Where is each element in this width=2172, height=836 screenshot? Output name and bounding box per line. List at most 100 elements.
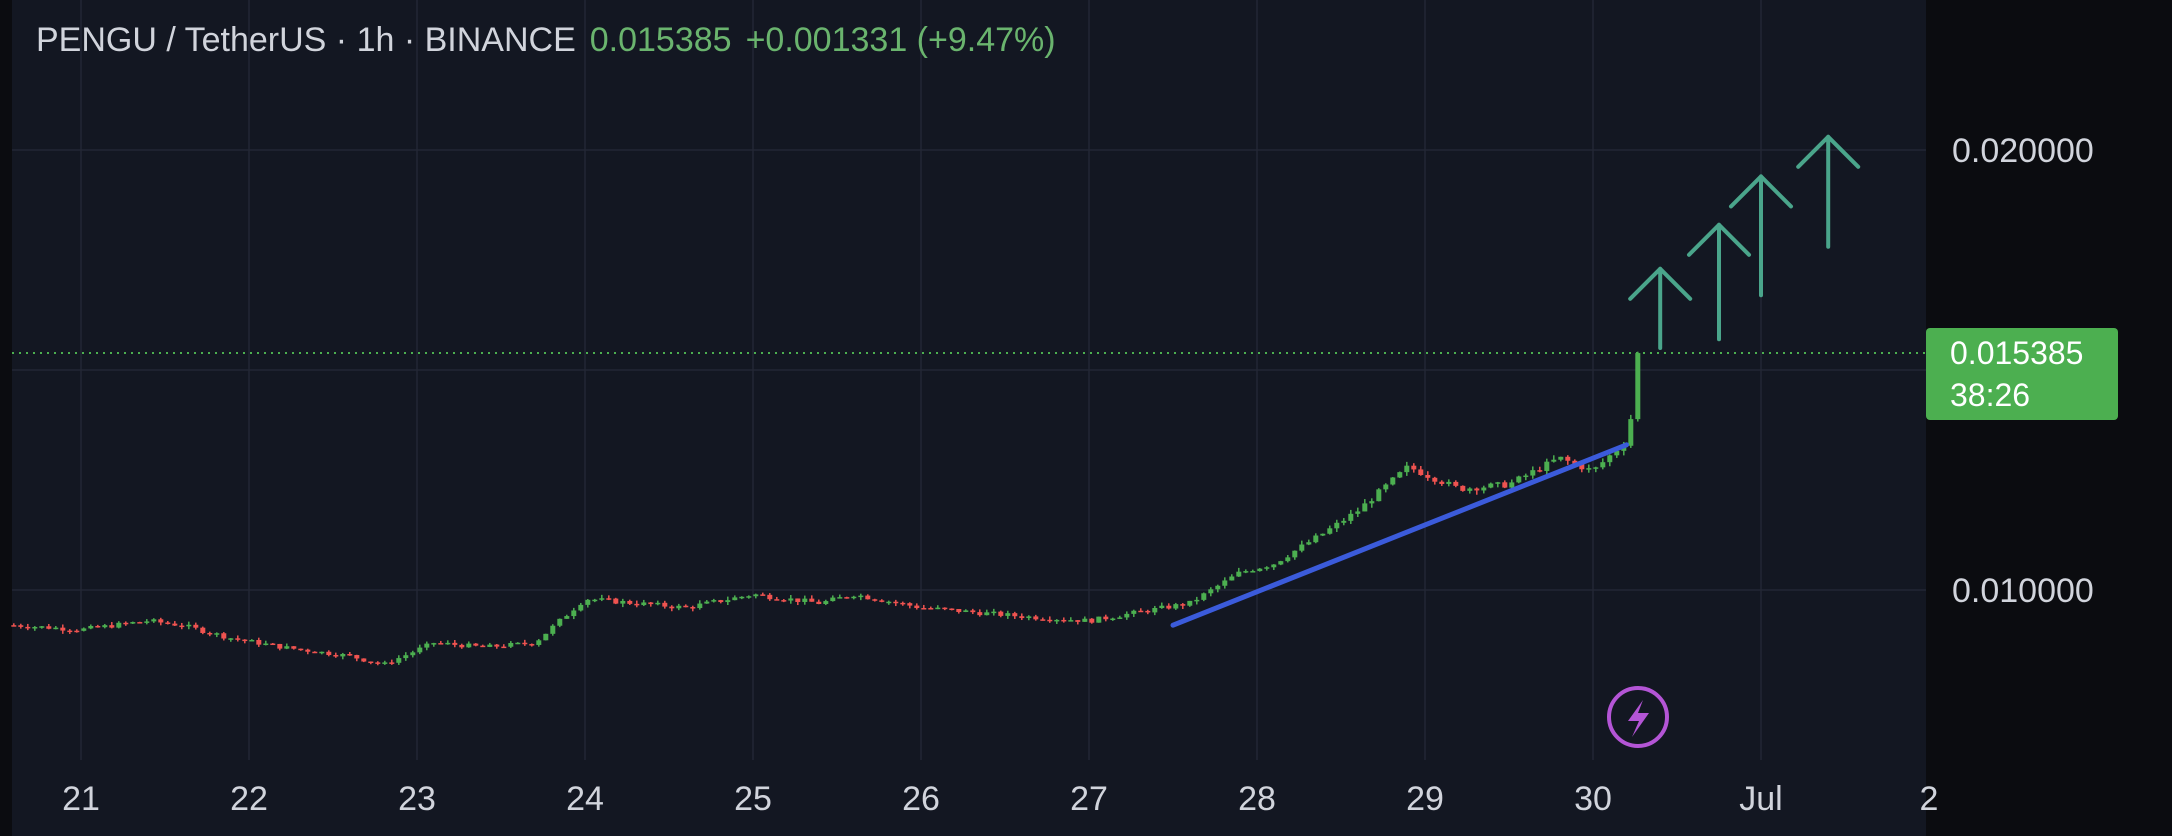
candle-body (179, 625, 185, 628)
candle-body (1250, 571, 1256, 573)
candle-body (1089, 618, 1095, 623)
candle-body (1026, 616, 1032, 619)
candle-body (193, 624, 199, 628)
chart-header: PENGU / TetherUS · 1h · BINANCE 0.015385 +… (36, 18, 1056, 62)
candle-body (697, 603, 703, 609)
candle-body (249, 639, 255, 642)
candle-body (235, 638, 241, 640)
candle-body (116, 622, 122, 628)
candle-body (1243, 571, 1249, 573)
candle-body (802, 598, 808, 602)
candle-body (900, 602, 906, 605)
candle-body (991, 611, 997, 614)
candle-body (312, 651, 318, 654)
candle-body (1614, 450, 1620, 456)
candle-body (739, 596, 745, 599)
candle-body (438, 643, 444, 645)
candle-body (956, 608, 962, 612)
candle-body (788, 598, 794, 601)
candle-body (1005, 613, 1011, 616)
candle-body (1537, 470, 1543, 472)
current-price-badge: 0.015385 38:26 (1926, 328, 2118, 420)
x-axis-tick-label: 24 (566, 780, 604, 818)
candle-body (676, 605, 682, 609)
candle-body (11, 625, 17, 627)
candle-body (1194, 599, 1200, 602)
candle-body (144, 621, 150, 623)
candle-body (1600, 462, 1606, 468)
x-axis-tick-label: 29 (1406, 780, 1444, 818)
candle-body (256, 639, 262, 645)
lightning-icon[interactable] (1607, 686, 1669, 748)
candle-body (1138, 610, 1144, 613)
candle-body (109, 625, 115, 628)
candle-body (746, 596, 752, 598)
candle-body (1565, 456, 1571, 461)
candle-body (767, 594, 773, 600)
candle-body (928, 608, 934, 610)
candle-body (1124, 613, 1130, 618)
candle-body (543, 633, 549, 641)
candle-body (221, 633, 227, 639)
candle-body (718, 600, 724, 603)
candle-body (158, 619, 164, 623)
candle-body (984, 612, 990, 616)
last-price: 0.015385 (589, 21, 732, 59)
candle-body (1488, 483, 1494, 488)
candle-body (1460, 485, 1466, 491)
candle-body (606, 598, 612, 600)
candle-body (368, 661, 374, 664)
candle-body (431, 643, 437, 645)
x-axis-tick-label: 25 (734, 780, 772, 818)
candle-body (648, 602, 654, 605)
candle-body (529, 644, 535, 646)
arrow-up-icon[interactable] (1687, 222, 1751, 342)
candle-body (872, 599, 878, 601)
candle-body (662, 602, 668, 607)
candle-body (382, 662, 388, 664)
candle-body (1481, 487, 1487, 491)
candle-body (1306, 542, 1312, 545)
x-axis-tick-label: 22 (230, 780, 268, 818)
candle-body (683, 605, 689, 608)
candle-body (893, 601, 899, 604)
candle-body (550, 625, 556, 634)
candle-body (879, 600, 885, 602)
arrow-up-icon[interactable] (1796, 134, 1861, 249)
arrow-up-icon[interactable] (1628, 266, 1693, 350)
candle-body (1523, 475, 1529, 478)
candle-body (1628, 419, 1634, 446)
candle-body (1040, 619, 1046, 621)
candle-body (865, 595, 871, 600)
candle-body (172, 623, 178, 626)
candle-body (1047, 619, 1053, 622)
candle-body (711, 600, 717, 602)
candle-body (1299, 544, 1305, 551)
candle-body (823, 601, 829, 604)
candle-body (298, 648, 304, 651)
candle-body (1103, 616, 1109, 620)
candle-body (1320, 533, 1326, 536)
trendline[interactable] (1170, 442, 1630, 628)
candle-body (1334, 522, 1340, 529)
candle-body (361, 658, 367, 662)
candle-body (137, 622, 143, 624)
candle-body (1180, 604, 1186, 606)
y-axis-tick-label: 0.010000 (1952, 572, 2094, 610)
y-axis-tick-label: 0.020000 (1952, 132, 2094, 170)
candle-body (389, 662, 395, 664)
candle-body (963, 610, 969, 612)
candle-body (508, 642, 514, 647)
candle-body (949, 608, 955, 611)
candle-body (445, 642, 451, 645)
candle-body (1061, 619, 1067, 622)
arrow-up-icon[interactable] (1729, 174, 1793, 298)
candle-body (935, 607, 941, 610)
candle-body (1236, 571, 1242, 577)
candle-body (613, 598, 619, 604)
candle-body (1376, 489, 1382, 502)
candle-body (305, 649, 311, 652)
candle-body (396, 658, 402, 663)
